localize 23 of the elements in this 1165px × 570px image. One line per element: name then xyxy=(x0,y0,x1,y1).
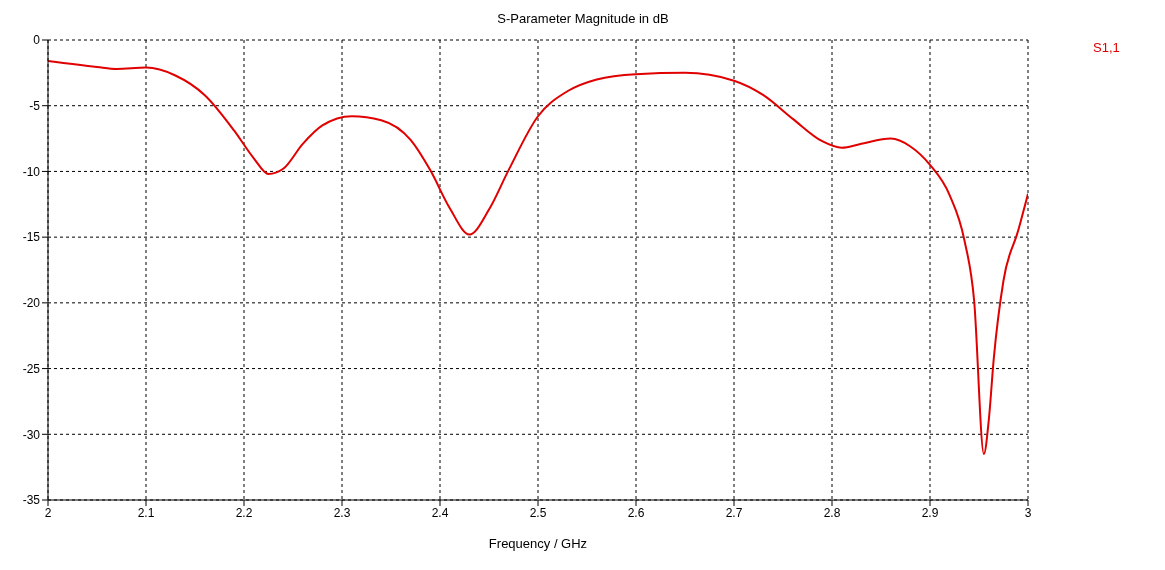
x-tick-label: 2.6 xyxy=(627,505,645,520)
y-tick-label: 0 xyxy=(33,33,41,48)
x-tick-label: 2.4 xyxy=(431,505,449,520)
x-tick-label: 2.1 xyxy=(137,505,155,520)
x-tick-label: 3 xyxy=(1024,505,1032,520)
y-tick-label: -5 xyxy=(29,98,41,113)
x-tick-label: 2.5 xyxy=(529,505,547,520)
line-series xyxy=(48,60,1028,455)
y-tick-label: -20 xyxy=(22,296,41,311)
x-tick-label: 2.9 xyxy=(921,505,939,520)
chart-title: S-Parameter Magnitude in dB xyxy=(496,10,670,28)
y-tick-label: -35 xyxy=(22,493,41,508)
y-tick-label: -25 xyxy=(22,361,41,376)
y-tick-label: -30 xyxy=(22,427,41,442)
x-tick-label: 2.7 xyxy=(725,505,743,520)
y-tick-label: -10 xyxy=(22,164,41,179)
x-tick-label: 2.2 xyxy=(235,505,253,520)
y-tick-label: -15 xyxy=(22,230,41,245)
x-axis-title: Frequency / GHz xyxy=(488,536,588,551)
text: S1,1 xyxy=(1093,40,1121,55)
x-tick-label: 2.8 xyxy=(823,505,841,520)
x-tick-label: 2 xyxy=(44,505,52,520)
x-tick-label: 2.3 xyxy=(333,505,351,520)
